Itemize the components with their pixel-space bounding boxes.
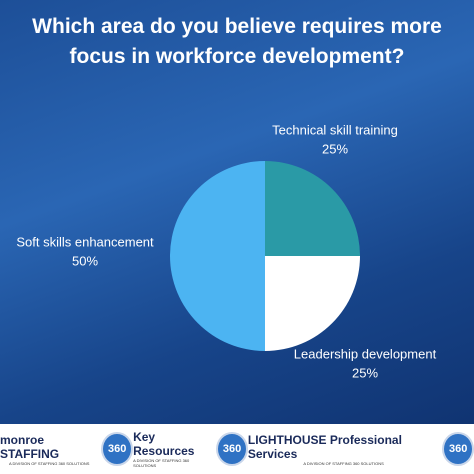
pie-slice xyxy=(265,256,360,351)
logo-text: Key Resources A DIVISION OF STAFFING 360 … xyxy=(133,430,213,468)
logo: LIGHTHOUSE Professional Services A DIVISI… xyxy=(248,432,474,466)
logo-tagline: A DIVISION OF STAFFING 360 SOLUTIONS xyxy=(303,460,384,466)
logo-tagline: A DIVISION OF STAFFING 360 SOLUTIONS xyxy=(8,460,90,466)
slice-value: 25% xyxy=(322,141,348,156)
pie-slice xyxy=(265,161,360,256)
slice-label: Leadership development xyxy=(294,346,437,361)
slice-label: Soft skills enhancement xyxy=(16,234,154,249)
pie-slice xyxy=(170,161,265,351)
slice-value: 25% xyxy=(352,365,378,380)
logo-name: LIGHTHOUSE Professional Services xyxy=(247,432,402,461)
logo-text: LIGHTHOUSE Professional Services A DIVISI… xyxy=(248,433,439,466)
chart-title: Which area do you believe requires more … xyxy=(32,15,442,68)
logo-badge: 360 xyxy=(216,432,248,466)
logo-name: monroe STAFFING xyxy=(0,432,60,461)
footer: monroe STAFFING A DIVISION OF STAFFING 36… xyxy=(0,424,474,474)
slice-label: Technical skill training xyxy=(272,122,398,137)
logo-badge: 360 xyxy=(101,432,134,466)
logo-name: Key Resources xyxy=(133,430,195,458)
slice-value: 50% xyxy=(72,253,98,268)
logo-tagline: A DIVISION OF STAFFING 360 SOLUTIONS xyxy=(133,458,190,468)
logo-text: monroe STAFFING A DIVISION OF STAFFING 36… xyxy=(0,433,98,466)
logo: monroe STAFFING A DIVISION OF STAFFING 36… xyxy=(0,432,134,466)
chart: Technical skill training 25% Leadership de… xyxy=(16,122,437,380)
logo: Key Resources A DIVISION OF STAFFING 360 … xyxy=(133,430,248,468)
logo-badge: 360 xyxy=(442,432,474,466)
